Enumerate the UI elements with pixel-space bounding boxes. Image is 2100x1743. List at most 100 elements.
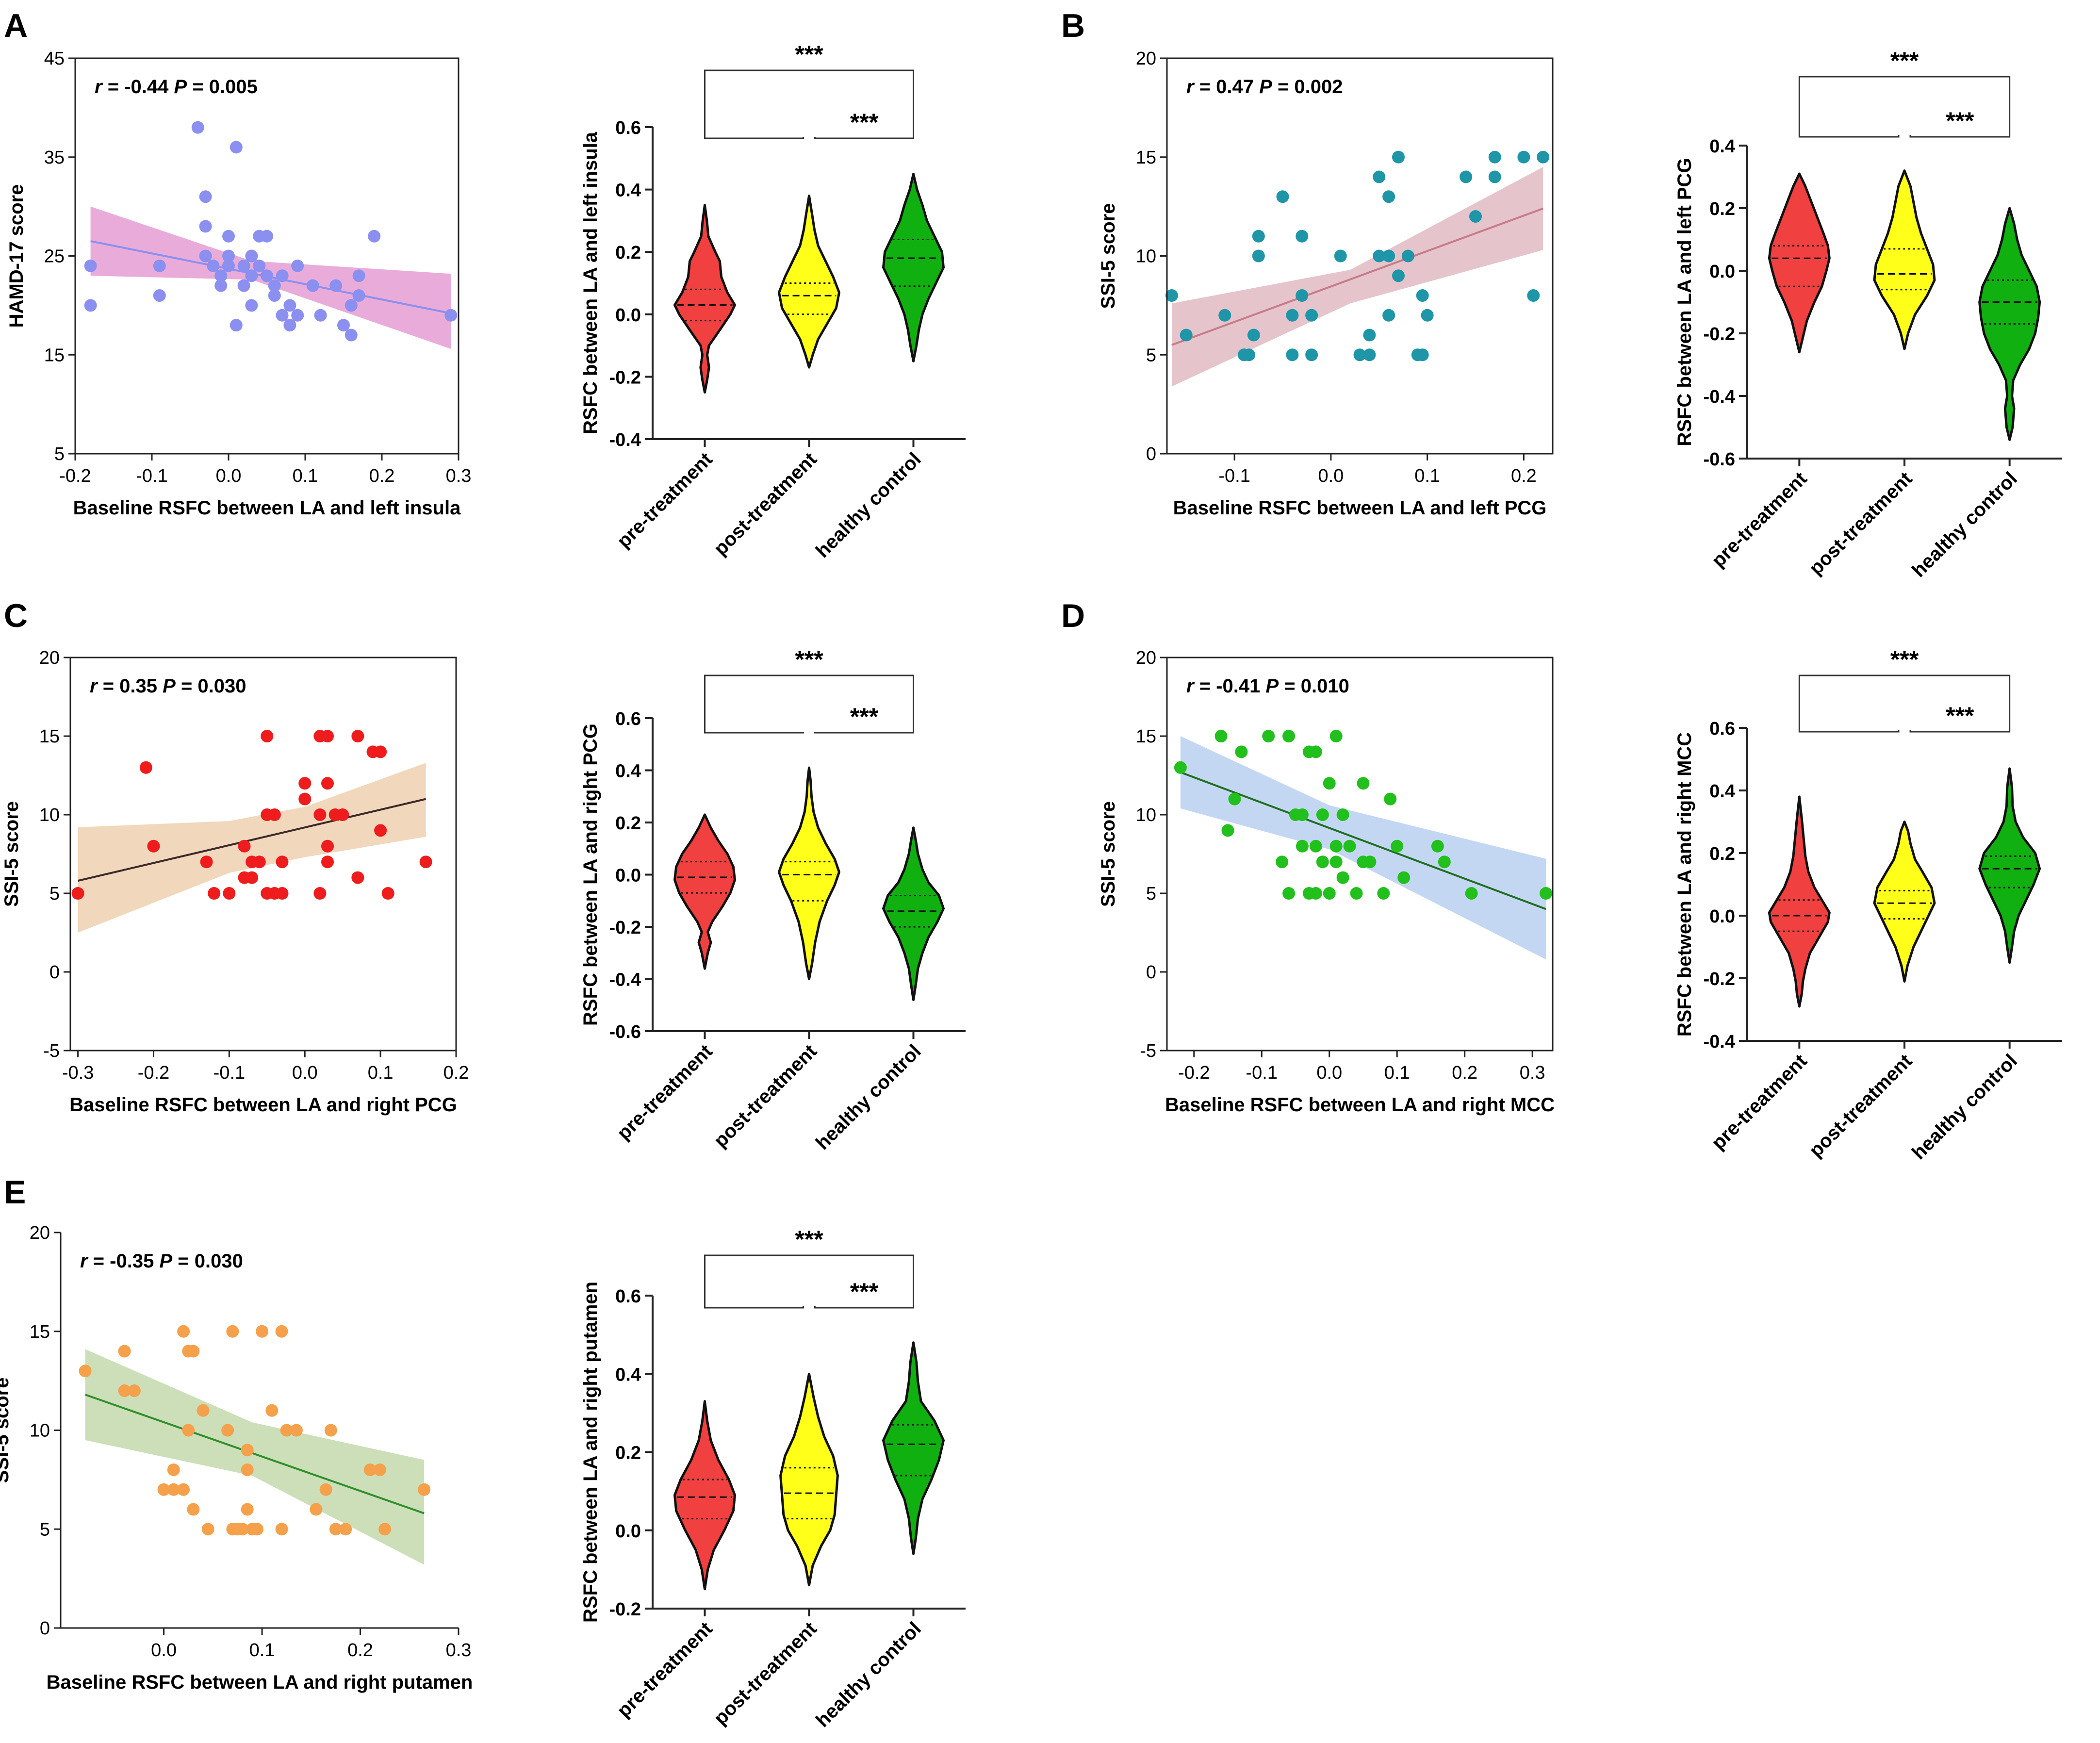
data-point — [276, 887, 289, 900]
data-point — [226, 1325, 239, 1338]
r-label: r — [95, 76, 103, 98]
panel-letter: D — [1061, 597, 1085, 634]
data-point — [241, 1463, 254, 1476]
violin — [882, 826, 945, 1001]
y-axis-label: RSFC between LA and left PCG — [1674, 158, 1695, 446]
y-tick-label: -5 — [43, 1041, 60, 1061]
data-point — [444, 309, 458, 322]
y-tick-label: 0.2 — [615, 243, 641, 263]
data-point — [374, 824, 387, 837]
data-point — [1286, 348, 1299, 362]
data-point — [275, 1523, 288, 1536]
y-tick-label: 0.4 — [615, 761, 641, 782]
data-point — [310, 1503, 323, 1516]
panel-letter: B — [1061, 7, 1085, 44]
violin — [882, 172, 945, 362]
significance-bracket — [814, 137, 914, 139]
violin — [1873, 169, 1936, 350]
y-tick-label: -0.2 — [1704, 324, 1735, 345]
data-point — [230, 319, 243, 332]
significance-bracket — [814, 1306, 914, 1309]
category-label: healthy control — [812, 1040, 925, 1154]
significance-label: *** — [850, 109, 879, 136]
panel-a: A — [4, 7, 28, 44]
data-point — [245, 249, 258, 263]
x-tick-label: 0.0 — [216, 466, 242, 486]
data-point — [167, 1463, 180, 1476]
y-axis-label: RSFC between LA and left insula — [580, 132, 601, 434]
data-point — [418, 1483, 431, 1496]
comparison-bracket — [704, 1306, 804, 1309]
significance-bracket — [704, 69, 914, 137]
data-point — [1276, 190, 1289, 203]
data-point — [1382, 190, 1395, 203]
data-point — [177, 1483, 190, 1496]
data-point — [157, 1483, 170, 1496]
y-axis-label: SSI-5 score — [0, 1378, 13, 1483]
data-point — [351, 730, 364, 742]
data-point — [276, 309, 289, 322]
data-point — [324, 1424, 337, 1437]
x-tick-label: 0.0 — [1316, 1063, 1342, 1083]
data-point — [230, 141, 243, 154]
data-point — [329, 279, 343, 292]
y-tick-label: 5 — [1146, 345, 1156, 365]
y-tick-label: 15 — [39, 726, 60, 747]
data-point — [139, 761, 152, 774]
data-point — [336, 808, 349, 821]
x-tick-label: 0.3 — [1520, 1063, 1545, 1083]
violin — [673, 813, 736, 970]
data-point — [1336, 871, 1349, 884]
category-label: pre-treatment — [1707, 468, 1811, 571]
data-point — [253, 855, 266, 869]
data-point — [313, 887, 327, 900]
data-point — [1282, 887, 1296, 900]
data-point — [321, 839, 334, 853]
data-point — [177, 1325, 190, 1338]
category-label: pre-treatment — [613, 1618, 716, 1721]
data-point — [290, 1424, 303, 1437]
data-point — [222, 259, 235, 272]
r-label: r — [1186, 76, 1195, 98]
data-point — [1421, 309, 1434, 322]
data-point — [276, 269, 289, 282]
data-point — [245, 269, 258, 282]
data-point — [1363, 348, 1376, 362]
data-point — [1382, 249, 1395, 263]
y-tick-label: 0.2 — [1709, 844, 1735, 864]
y-tick-label: 20 — [30, 1223, 50, 1243]
scatter-plot: -0.2 -0.1 0.0 0.1 0.2 0.3 -5 0 5 10 15 20 Baseline R… — [1098, 648, 1555, 1116]
data-point — [1296, 289, 1309, 302]
data-point — [319, 1483, 332, 1496]
data-point — [187, 1345, 200, 1358]
y-tick-label: 0 — [1146, 444, 1156, 464]
data-point — [1401, 249, 1414, 263]
data-point — [1416, 348, 1429, 362]
significance-label: *** — [1890, 47, 1919, 74]
data-point — [283, 319, 296, 332]
scatter-plot: -0.3 -0.2 -0.1 0.0 0.1 0.2 -5 0 5 10 15 20 Baseline … — [1, 648, 469, 1116]
data-point — [241, 1444, 254, 1457]
y-tick-label: 15 — [30, 1322, 50, 1342]
confidence-band — [78, 763, 426, 933]
data-point — [298, 777, 312, 790]
data-point — [241, 1503, 254, 1516]
data-point — [1377, 887, 1390, 900]
data-point — [1527, 289, 1540, 302]
y-tick-label: 0.2 — [615, 813, 641, 834]
stats-annotation: r = -0.35 P = 0.030 — [80, 1250, 243, 1272]
data-point — [1221, 824, 1234, 837]
p-label: P — [163, 675, 176, 697]
category-label: pre-treatment — [1707, 1050, 1811, 1153]
y-axis-label: HAMD-17 score — [6, 184, 27, 328]
data-point — [268, 808, 281, 821]
data-point — [374, 745, 387, 758]
violin-plot: -0.6 -0.4 -0.2 0.0 0.2 0.4 pre-treatmentpost-t… — [1674, 47, 2062, 581]
r-label: r — [80, 1250, 89, 1272]
significance-label: *** — [1946, 107, 1974, 134]
data-point — [167, 1483, 180, 1496]
data-point — [222, 249, 235, 263]
data-point — [265, 1404, 279, 1417]
stats-annotation: r = -0.41 P = 0.010 — [1186, 675, 1349, 697]
